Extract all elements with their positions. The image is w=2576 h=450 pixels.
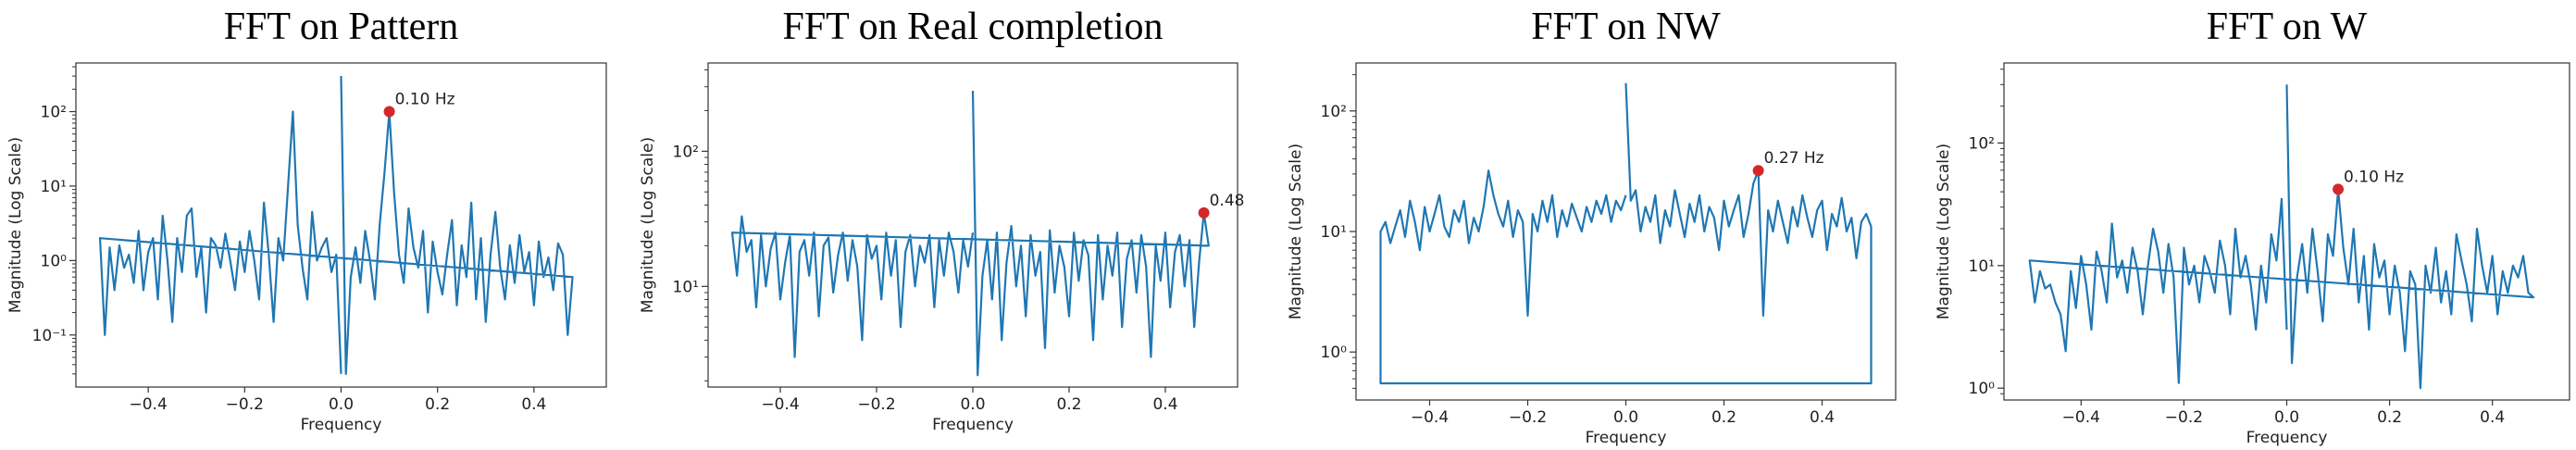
x-tick-label: −0.4: [129, 395, 167, 414]
peak-marker: [2333, 183, 2345, 195]
y-axis-label: Magnitude (Log Scale): [6, 137, 25, 313]
y-tick-label: 10²: [673, 143, 699, 161]
x-tick-label: 0.0: [960, 395, 985, 414]
chart-panel-1: FFT on Pattern −0.4 −0.2 0.0 0.2 0.4 10⁻¹ 10⁰ 10…: [6, 6, 607, 434]
y-tick-label: 10⁰: [1969, 380, 1996, 398]
y-axis-label: Magnitude (Log Scale): [639, 137, 657, 313]
y-tick-label: 10⁻¹: [32, 327, 67, 345]
x-tick-label: 0.4: [1810, 408, 1835, 427]
x-tick-label: 0.4: [521, 395, 546, 414]
x-axis-label: Frequency: [2246, 429, 2328, 447]
x-tick-label: −0.4: [1411, 408, 1449, 427]
x-tick-label: −0.4: [761, 395, 799, 414]
series-line: [1379, 82, 1873, 385]
chart-panel-4: FFT on W −0.4 −0.2 0.0 0.2 0.4 10⁰ 10¹ 10² Freque…: [1935, 6, 2570, 447]
y-tick-label: 10²: [1969, 134, 1995, 153]
y-tick-label: 10¹: [41, 178, 67, 196]
x-axis-label: Frequency: [932, 416, 1014, 434]
chart-panel-2: FFT on Real completion −0.4 −0.2 0.0 0.2 0.4 1…: [639, 6, 1244, 434]
x-tick-label: −0.2: [857, 395, 895, 414]
plot-frame: [1355, 62, 1897, 401]
x-tick-label: 0.0: [1613, 408, 1638, 427]
series-line: [2028, 84, 2535, 390]
y-tick-label: 10²: [41, 104, 67, 122]
x-tick-label: 0.0: [2274, 408, 2299, 427]
x-tick-label: 0.2: [425, 395, 450, 414]
series-line: [98, 76, 574, 375]
y-tick-label: 10¹: [1321, 223, 1347, 242]
y-tick-label: 10¹: [673, 278, 699, 296]
chart-title: FFT on NW: [1531, 6, 1721, 48]
x-tick-label: 0.2: [2377, 408, 2402, 427]
x-tick-label: 0.2: [1711, 408, 1736, 427]
x-tick-label: −0.4: [2062, 408, 2100, 427]
chart-title: FFT on W: [2207, 6, 2368, 48]
y-axis-label: Magnitude (Log Scale): [1935, 144, 1953, 319]
chart-title: FFT on Pattern: [224, 6, 459, 48]
peak-marker: [1198, 206, 1210, 219]
chart-panel-3: FFT on NW −0.4 −0.2 0.0 0.2 0.4 10⁰ 10¹ 10² Frequ…: [1287, 6, 1897, 447]
x-tick-label: −0.2: [226, 395, 264, 414]
y-axis-label: Magnitude (Log Scale): [1287, 144, 1305, 319]
y-tick-label: 10⁰: [41, 252, 68, 270]
chart-title: FFT on Real completion: [782, 6, 1163, 48]
peak-label: 0.27 Hz: [1764, 149, 1824, 168]
peak-label: 0.10 Hz: [2344, 168, 2404, 186]
y-tick-label: 10⁰: [1321, 344, 1348, 362]
x-tick-label: 0.4: [2480, 408, 2505, 427]
x-axis-label: Frequency: [301, 416, 382, 434]
series-line: [730, 91, 1210, 377]
y-tick-label: 10²: [1321, 103, 1347, 121]
x-tick-label: 0.2: [1056, 395, 1081, 414]
x-tick-label: −0.2: [1509, 408, 1547, 427]
peak-marker: [1752, 165, 1764, 177]
peak-label: 0.10 Hz: [395, 91, 455, 109]
x-axis-label: Frequency: [1586, 429, 1667, 447]
peak-marker: [383, 106, 395, 118]
peak-label: 0.48: [1210, 192, 1245, 210]
x-tick-label: 0.4: [1152, 395, 1177, 414]
x-tick-label: −0.2: [2165, 408, 2203, 427]
x-tick-label: 0.0: [329, 395, 354, 414]
y-tick-label: 10¹: [1969, 257, 1995, 276]
